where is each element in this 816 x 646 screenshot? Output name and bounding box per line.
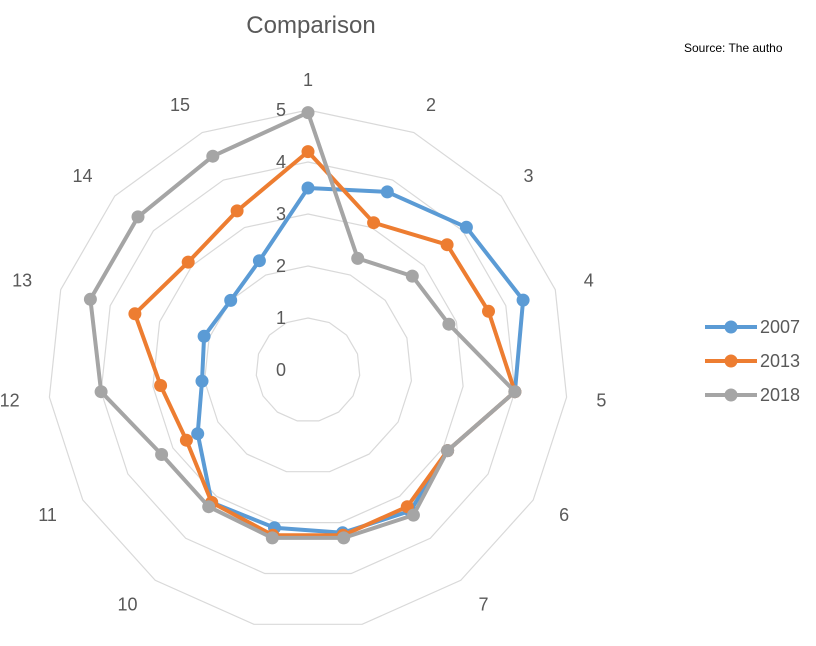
tick-label: 3 <box>276 204 286 224</box>
series-point-2018 <box>406 508 420 522</box>
series-point-2007 <box>197 329 211 343</box>
series-group <box>83 106 530 545</box>
category-label: 8 <box>368 644 378 646</box>
series-point-2007 <box>301 181 315 195</box>
tick-label: 0 <box>276 360 286 380</box>
series-point-2013 <box>179 433 193 447</box>
gridline-ring <box>100 161 516 575</box>
legend-label: 2013 <box>760 351 800 371</box>
category-label: 4 <box>584 270 594 290</box>
series-point-2007 <box>224 293 238 307</box>
series-point-2013 <box>440 238 454 252</box>
series-point-2018 <box>202 500 216 514</box>
series-point-2007 <box>516 293 530 307</box>
series-point-2007 <box>195 374 209 388</box>
category-label: 6 <box>559 505 569 525</box>
category-label: 13 <box>12 270 32 290</box>
series-point-2018 <box>337 531 351 545</box>
category-label: 2 <box>426 95 436 115</box>
series-point-2007 <box>252 254 266 268</box>
category-label: 10 <box>117 595 137 615</box>
series-point-2013 <box>367 216 381 230</box>
series-point-2018 <box>442 317 456 331</box>
series-point-2018 <box>83 292 97 306</box>
series-point-2013 <box>154 379 168 392</box>
series-point-2018 <box>155 448 169 461</box>
series-point-2018 <box>94 385 108 399</box>
chart-title: Comparison <box>246 12 375 39</box>
series-point-2018 <box>351 251 365 265</box>
legend-label: 2007 <box>760 317 800 337</box>
category-label: 7 <box>479 595 489 615</box>
category-labels: 123456789101112131415 <box>0 70 606 646</box>
category-label: 5 <box>596 390 606 410</box>
legend-label: 2018 <box>760 385 800 405</box>
category-label: 1 <box>303 70 313 90</box>
series-point-2007 <box>459 220 473 234</box>
category-label: 11 <box>38 505 57 525</box>
legend-swatch-marker <box>724 320 738 334</box>
legend: 2007 2013 2018 <box>705 317 800 405</box>
series-point-2013 <box>230 204 244 218</box>
series-point-2013 <box>181 255 195 269</box>
series-point-2013 <box>482 304 495 318</box>
tick-label: 1 <box>276 308 286 328</box>
series-point-2018 <box>131 210 145 224</box>
gridline-ring <box>255 317 361 422</box>
gridline-ring <box>203 265 413 473</box>
tick-label: 2 <box>276 256 286 276</box>
radar-grid <box>48 109 568 625</box>
series-point-2018 <box>265 531 279 545</box>
gridline-ring <box>152 213 464 524</box>
legend-swatch-marker <box>724 388 738 402</box>
series-point-2018 <box>301 106 315 120</box>
series-point-2007 <box>191 427 205 441</box>
series-point-2007 <box>380 185 394 199</box>
category-label: 3 <box>524 166 534 186</box>
series-line-2007 <box>195 186 526 535</box>
gridline-ring <box>48 109 568 625</box>
category-label: 15 <box>170 95 190 115</box>
series-point-2018 <box>405 269 419 283</box>
tick-label: 5 <box>276 100 286 120</box>
series-point-2018 <box>206 149 220 163</box>
source-note: Source: The autho <box>684 41 783 55</box>
series-point-2013 <box>301 145 315 159</box>
series-line-2013 <box>132 149 517 538</box>
category-label: 12 <box>0 390 20 410</box>
category-label: 9 <box>238 644 248 646</box>
tick-label: 4 <box>276 152 286 172</box>
radial-tick-labels: 0 1 2 3 4 5 <box>276 100 286 380</box>
series-line-2018 <box>88 110 517 540</box>
series-point-2018 <box>441 444 455 458</box>
series-point-2018 <box>508 385 522 399</box>
legend-swatch-marker <box>724 354 738 368</box>
series-point-2013 <box>128 307 142 321</box>
category-label: 14 <box>72 166 92 186</box>
